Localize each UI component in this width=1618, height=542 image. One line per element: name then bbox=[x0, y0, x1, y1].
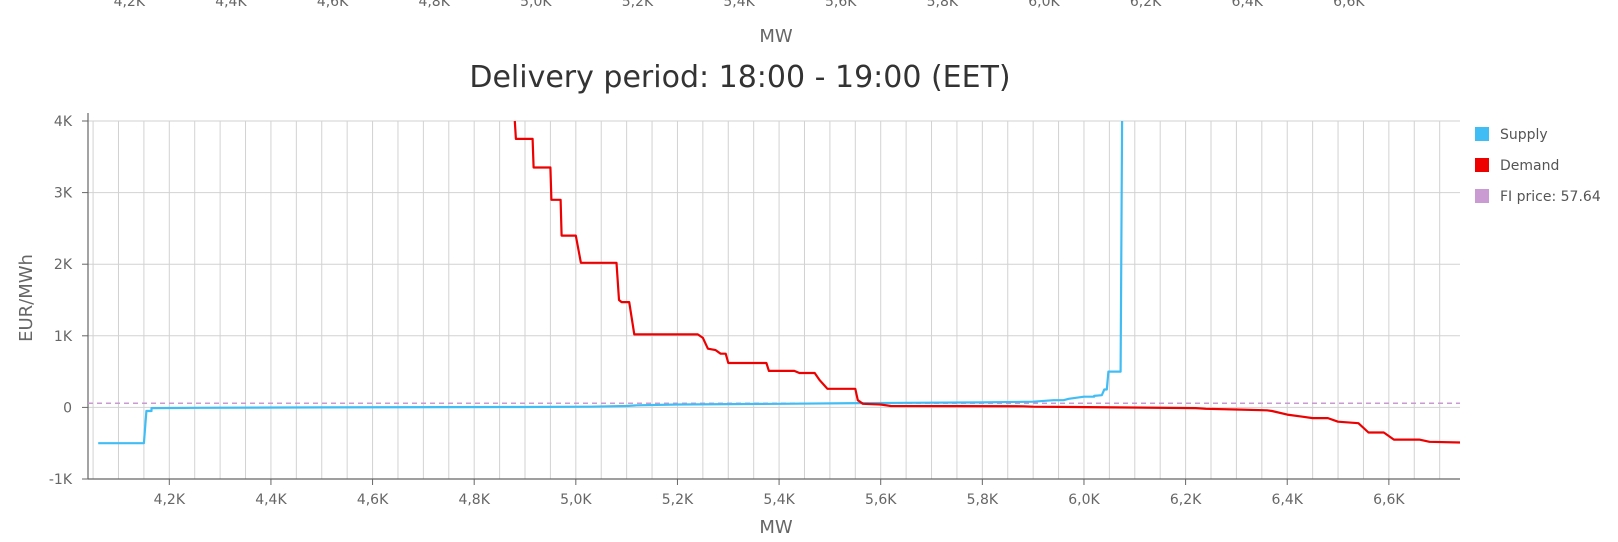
top-strip-tick-labels: 4,2K 4,4K 4,6K 4,8K 5,0K 5,2K 5,4K 5,6K 5,8K 6,0K… bbox=[114, 0, 1366, 10]
x-tick-label: 5,4K bbox=[763, 492, 795, 508]
series-line-demand bbox=[513, 120, 1461, 444]
top-strip-tick-label: 6,6K bbox=[1333, 0, 1365, 10]
top-strip-tick-label: 6,2K bbox=[1130, 0, 1162, 10]
x-axis-title: MW bbox=[759, 517, 793, 538]
top-strip-tick-label: 5,0K bbox=[520, 0, 552, 10]
y-tick-label: -1K bbox=[49, 472, 73, 488]
top-strip-tick-label: 5,2K bbox=[622, 0, 654, 10]
axes bbox=[87, 113, 1460, 480]
y-tick-label: 1K bbox=[54, 329, 73, 345]
y-tick-label: 2K bbox=[54, 257, 73, 273]
legend-label: Demand bbox=[1500, 158, 1559, 174]
y-tick-label: 3K bbox=[54, 186, 73, 202]
top-strip-tick-label: 4,6K bbox=[317, 0, 349, 10]
legend-swatch bbox=[1475, 158, 1489, 172]
y-axis-ticks: 4K 3K 2K 1K 0 -1K bbox=[49, 114, 88, 488]
x-tick-label: 6,6K bbox=[1373, 492, 1405, 508]
x-tick-label: 6,0K bbox=[1068, 492, 1100, 508]
top-strip-x-axis-title: MW bbox=[759, 26, 793, 47]
x-tick-label: 4,6K bbox=[357, 492, 389, 508]
top-strip-tick-label: 5,4K bbox=[723, 0, 755, 10]
top-strip-tick-label: 4,2K bbox=[114, 0, 146, 10]
x-tick-label: 5,8K bbox=[967, 492, 999, 508]
x-tick-label: 5,6K bbox=[865, 492, 897, 508]
x-tick-label: 4,8K bbox=[458, 492, 490, 508]
x-tick-label: 6,4K bbox=[1272, 492, 1304, 508]
x-axis-ticks: 4,2K 4,4K 4,6K 4,8K 5,0K 5,2K 5,4K 5,6K 5,8K 6,0K… bbox=[154, 479, 1405, 508]
x-tick-label: 6,2K bbox=[1170, 492, 1202, 508]
top-strip-tick-label: 4,4K bbox=[215, 0, 247, 10]
top-strip-tick-label: 4,8K bbox=[418, 0, 450, 10]
legend-swatch bbox=[1475, 189, 1489, 203]
top-strip-tick-label: 5,6K bbox=[825, 0, 857, 10]
top-strip-tick-label: 6,4K bbox=[1232, 0, 1264, 10]
legend-swatch bbox=[1475, 127, 1489, 141]
top-strip-tick-label: 5,8K bbox=[927, 0, 959, 10]
y-tick-label: 0 bbox=[63, 400, 72, 416]
series-lines bbox=[98, 120, 1461, 445]
legend[interactable]: Supply Demand FI price: 57.64 bbox=[1475, 127, 1601, 205]
series-line-supply bbox=[98, 120, 1124, 445]
y-tick-label: 4K bbox=[54, 114, 73, 130]
x-tick-label: 5,2K bbox=[662, 492, 694, 508]
grid bbox=[88, 120, 1460, 480]
x-tick-label: 5,0K bbox=[560, 492, 592, 508]
chart-title: Delivery period: 18:00 - 19:00 (EET) bbox=[469, 60, 1010, 95]
x-tick-label: 4,2K bbox=[154, 492, 186, 508]
legend-label: FI price: 57.64 bbox=[1500, 189, 1601, 205]
legend-label: Supply bbox=[1500, 127, 1548, 143]
y-axis-title: EUR/MWh bbox=[16, 254, 37, 342]
top-strip-tick-label: 6,0K bbox=[1028, 0, 1060, 10]
x-tick-label: 4,4K bbox=[255, 492, 287, 508]
